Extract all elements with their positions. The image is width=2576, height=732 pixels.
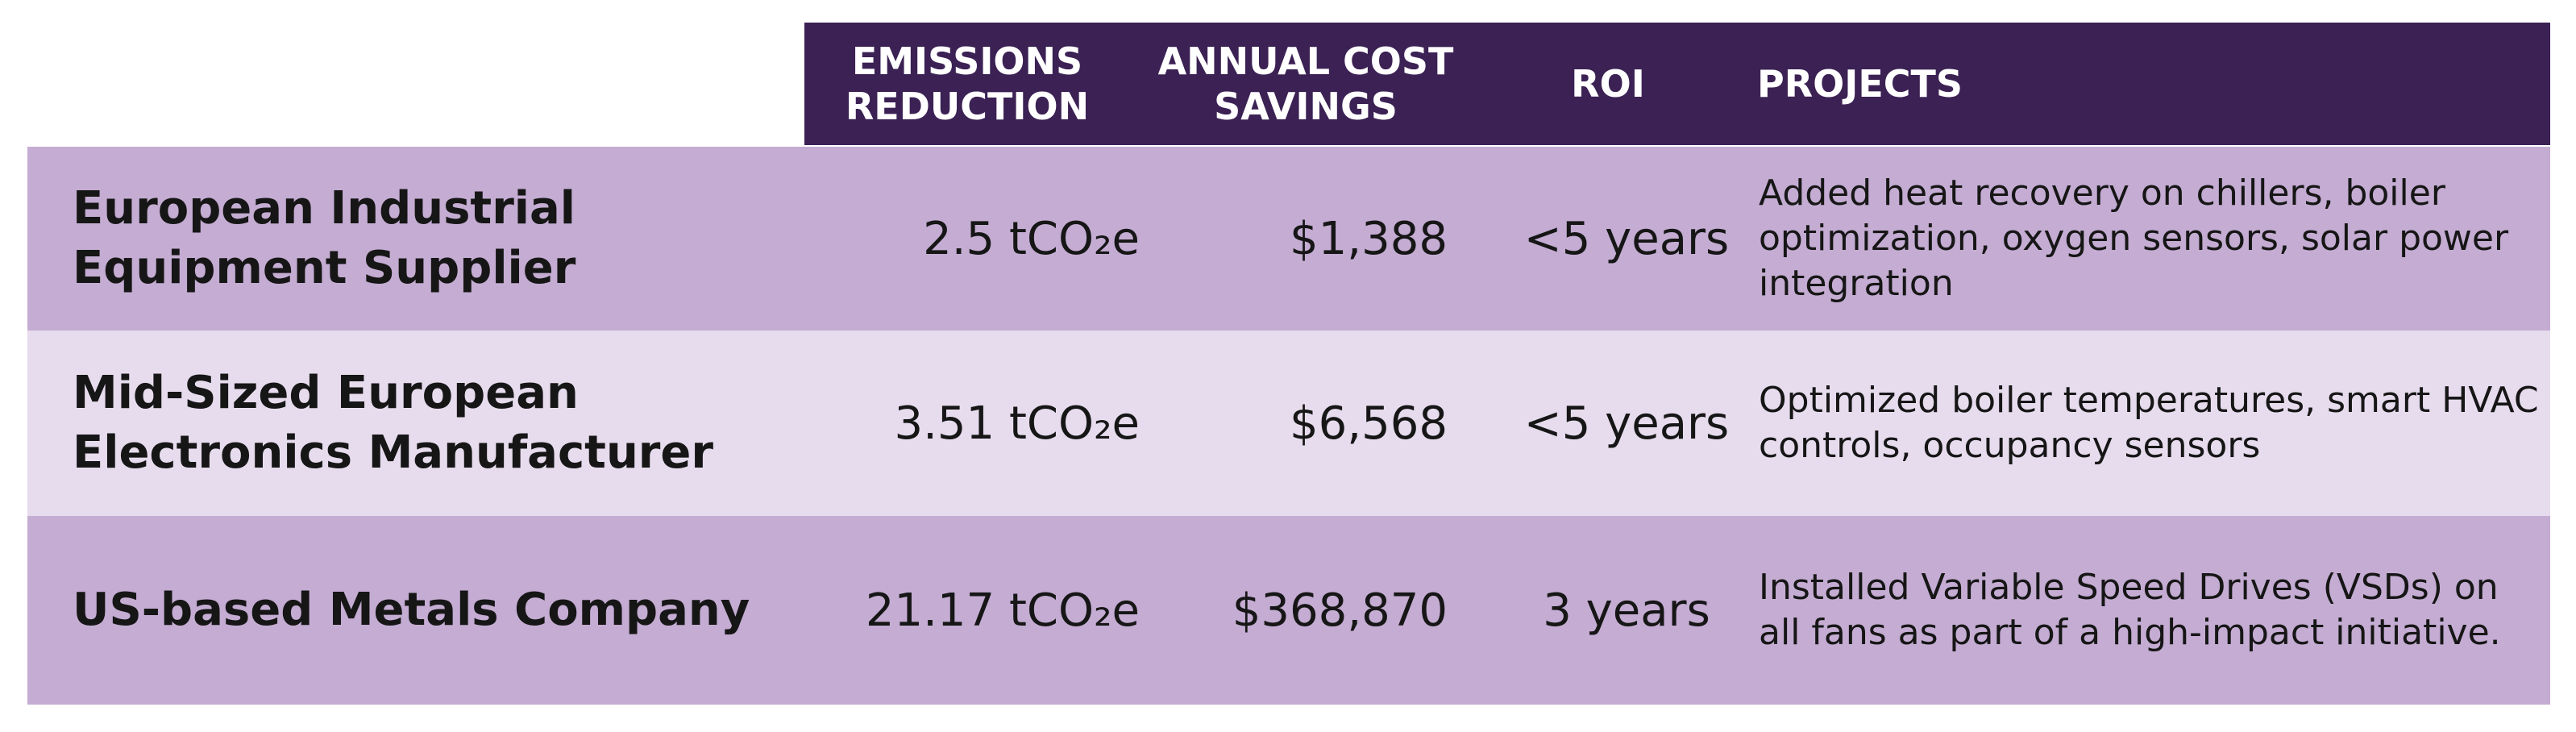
company-name: Mid-Sized European Electronics Manufactu… (73, 367, 714, 479)
projects-description: Added heat recovery on chillers, boiler … (1759, 173, 2509, 304)
emissions-reduction-value: 3.51 tCO₂e (894, 397, 1140, 450)
roi-value: 3 years (1543, 584, 1710, 637)
projects-description: Optimized boiler temperatures, smart HVA… (1759, 380, 2539, 466)
header-emissions-reduction: EMISSIONS REDUCTION (845, 40, 1090, 128)
table-row: European Industrial Equipment Supplier 2… (27, 147, 2550, 331)
annual-cost-savings-value: $1,388 (1290, 212, 1448, 265)
table-row: Mid-Sized European Electronics Manufactu… (27, 331, 2550, 516)
header-projects: PROJECTS (1757, 62, 1963, 106)
header-roi: ROI (1571, 62, 1645, 106)
table-row: US-based Metals Company 21.17 tCO₂e $368… (27, 516, 2550, 705)
roi-value: <5 years (1523, 212, 1730, 265)
emissions-reduction-value: 2.5 tCO₂e (923, 212, 1140, 265)
projects-description: Installed Variable Speed Drives (VSDs) o… (1759, 567, 2501, 653)
company-name: European Industrial Equipment Supplier (73, 182, 576, 294)
company-name: US-based Metals Company (73, 584, 750, 636)
emissions-reduction-value: 21.17 tCO₂e (865, 584, 1140, 637)
header-annual-cost-savings: ANNUAL COST SAVINGS (1157, 40, 1454, 128)
annual-cost-savings-value: $6,568 (1290, 397, 1448, 450)
annual-cost-savings-value: $368,870 (1232, 584, 1448, 637)
table-header (804, 23, 2550, 145)
roi-value: <5 years (1523, 397, 1730, 450)
